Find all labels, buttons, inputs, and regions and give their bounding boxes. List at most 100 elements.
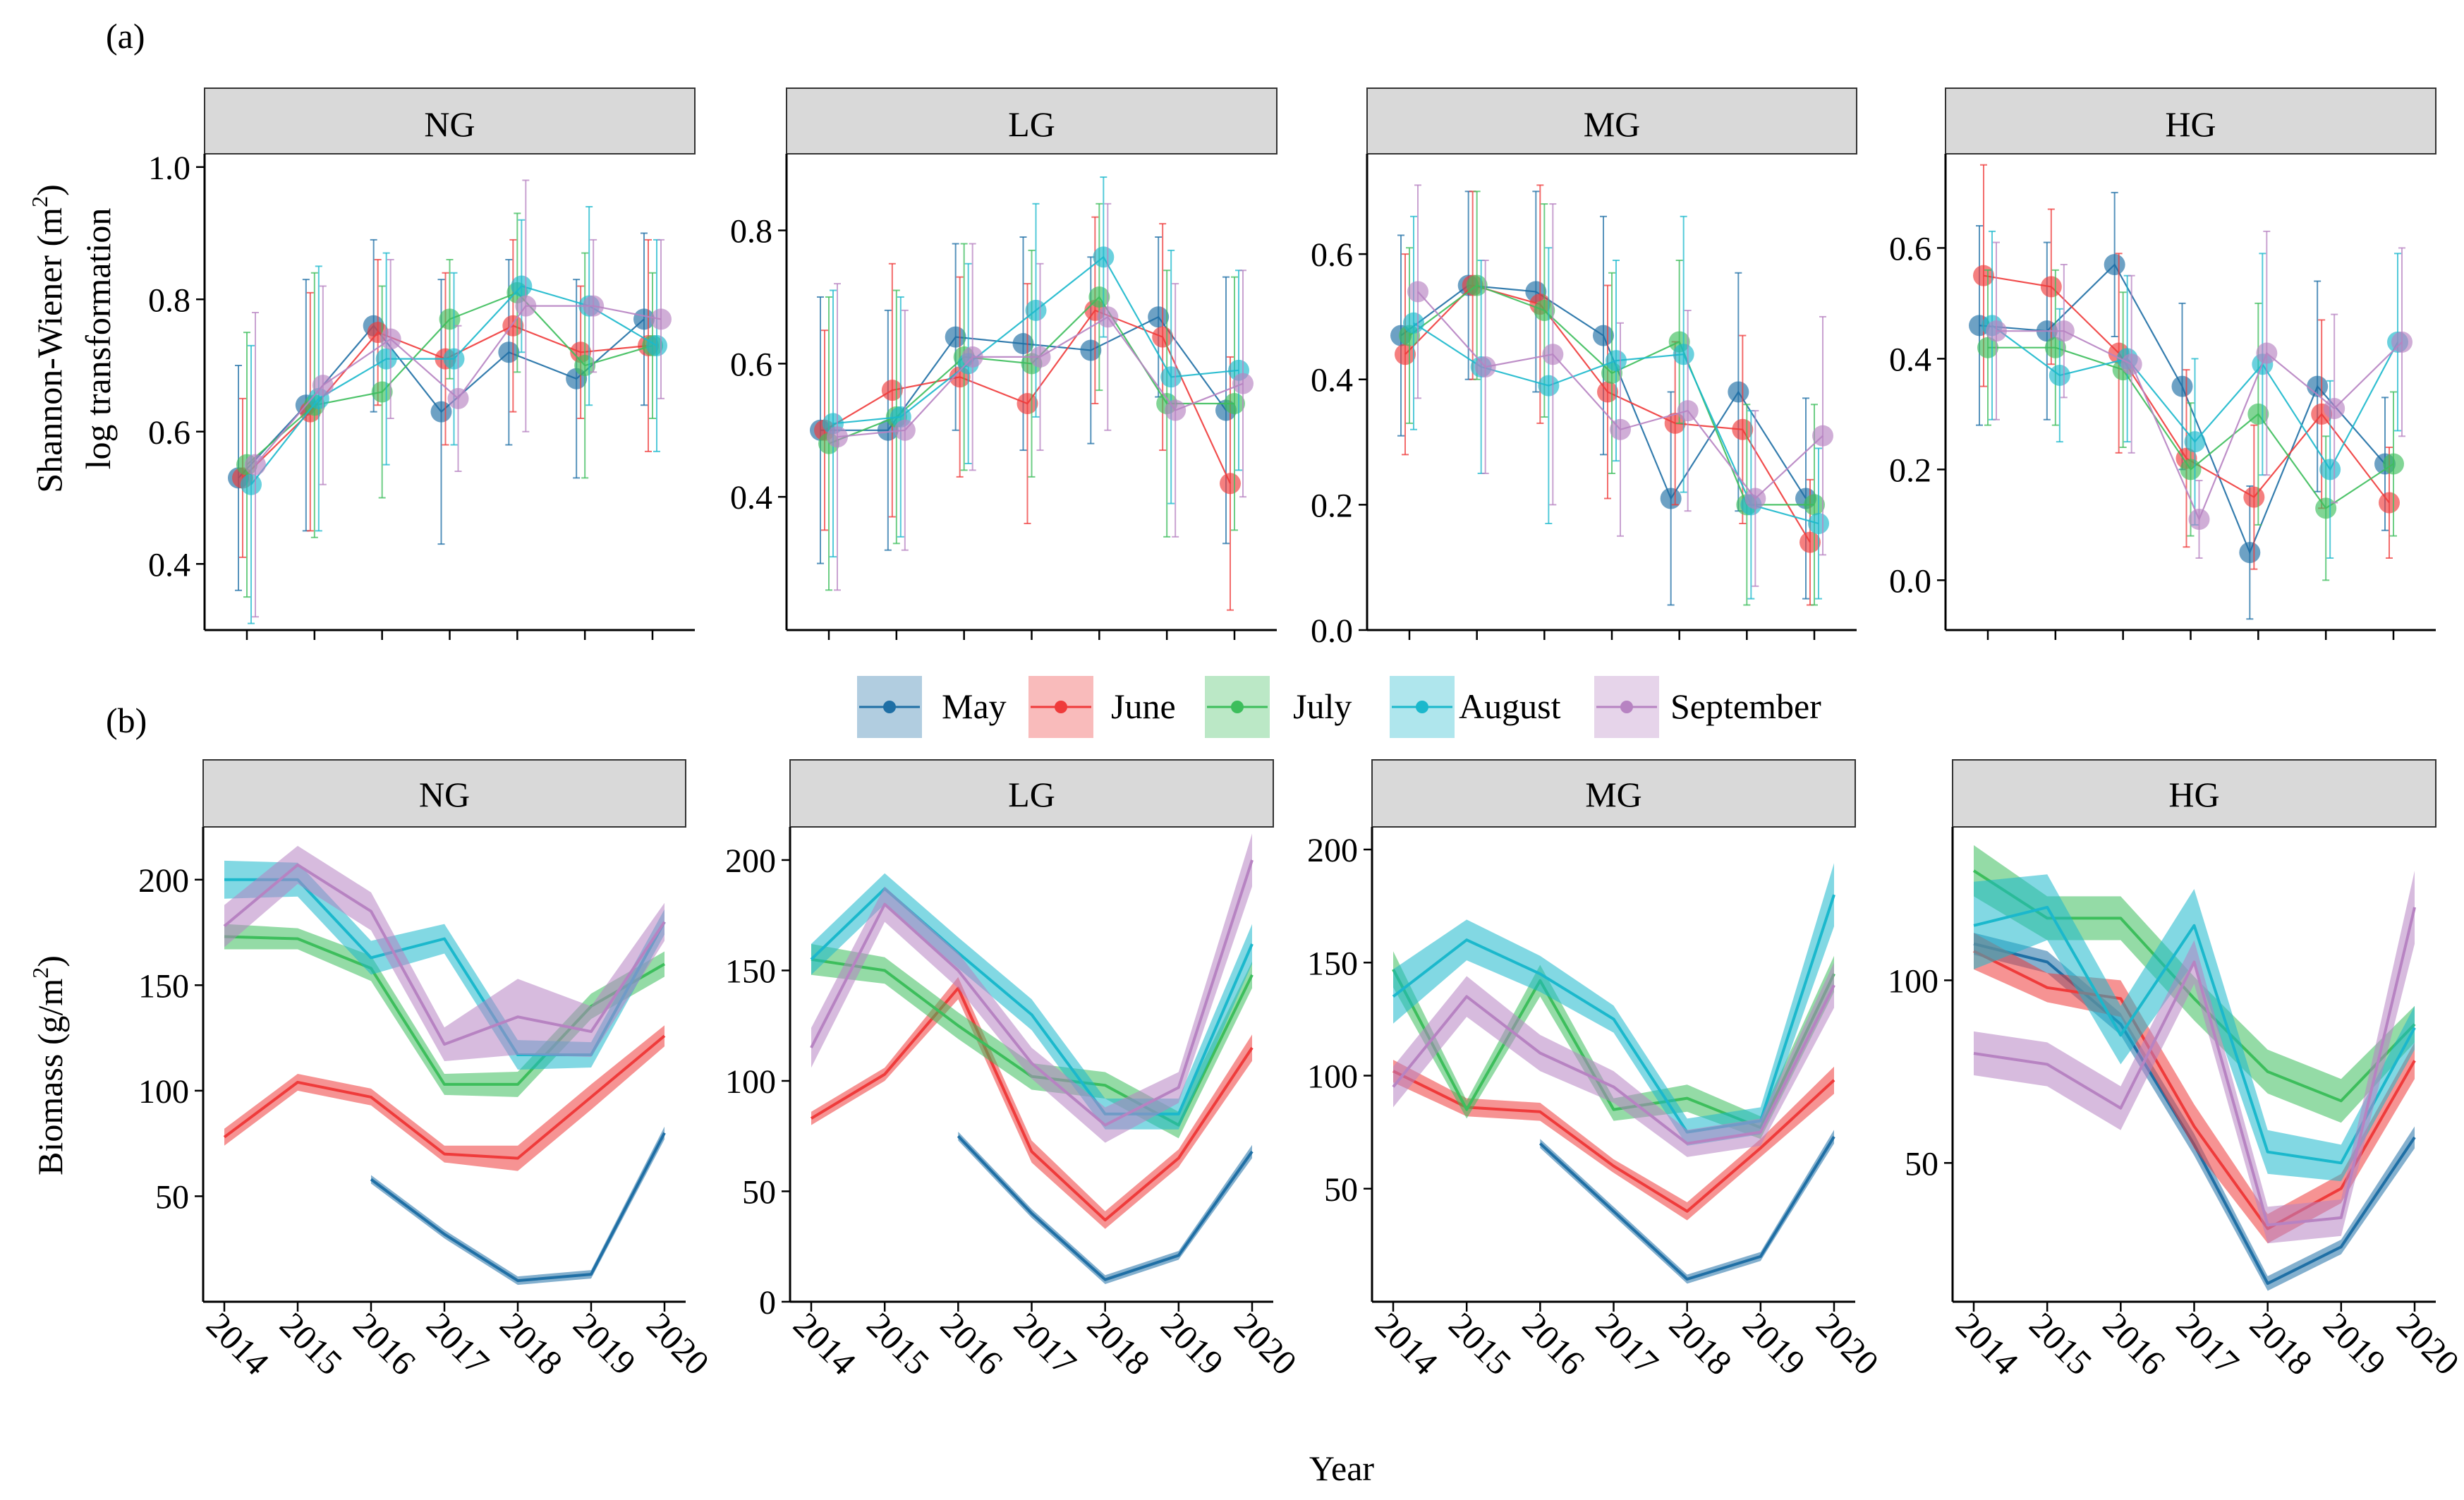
data-point [2391,331,2413,353]
legend-marker [1620,701,1633,713]
data-point [1973,265,1994,286]
data-point [1029,346,1051,368]
confidence-band-september [1974,871,2415,1244]
data-point [1977,337,1998,358]
panel-b-label: (b) [106,701,147,740]
data-point [2180,459,2202,480]
y-tick-label: 0.4 [730,479,772,516]
x-tick-label: 2015 [272,1305,350,1382]
confidence-band-september [1393,962,1834,1157]
data-point [1474,356,1496,377]
series-line-june [1973,950,2416,1230]
x-tick-label: 2019 [1153,1305,1231,1382]
data-point [245,454,266,476]
confidence-band-august [1974,874,2415,1182]
data-point [1097,306,1119,328]
y-tick-label: 0.2 [1311,487,1353,524]
confidence-band-august [811,873,1252,1130]
series-line-june [223,1034,666,1160]
x-tick-label: 2018 [2243,1305,2320,1382]
diversity-facet-lg: LG 0.4 0.6 0.8 [730,87,1277,640]
data-point [574,355,596,376]
y-tick-label: 0 [759,1284,776,1321]
data-point [633,308,655,330]
y-tick-label: 0.6 [1889,230,1931,267]
y-tick-label: 100 [138,1073,189,1111]
data-point [380,328,401,350]
series-line-may [370,1132,666,1283]
x-tick-label: 2018 [1080,1305,1158,1382]
series-line-may [957,1135,1254,1281]
x-tick-label: 2018 [1662,1305,1740,1382]
series-may [1969,191,2396,620]
y-axis-title-biomass: Biomass (g/m2) [28,955,70,1175]
legend-label: July [1293,687,1352,726]
plot-area [1390,184,1833,606]
series-may [1539,1130,1835,1284]
y-axis-title-end: ) [30,184,69,196]
data-point [2184,431,2206,453]
biomass-facet-lg: LG 0 50 100 150 200 20142015201620172018201920… [725,759,1305,1382]
data-point [1403,312,1424,334]
data-point [945,326,966,348]
x-tick-label: 2015 [2022,1305,2099,1382]
data-point [439,308,461,330]
data-point [1542,344,1564,365]
series-july [1399,190,1825,606]
data-point [2044,337,2066,358]
legend-label: May [942,687,1007,726]
data-point [2239,542,2261,564]
series-may [370,1126,666,1286]
biomass-facet-mg: MG 50 100 150 200 201420152016201720182019202… [1307,759,1887,1382]
data-point [2120,353,2142,375]
x-tick-label: 2020 [1227,1305,1304,1382]
data-point [1728,381,1749,403]
facet-title-ng: NG [424,104,475,144]
data-point [1986,320,2007,342]
data-point [2319,459,2341,480]
y-tick-label: 100 [725,1063,776,1101]
legend: May June July August September [857,676,1821,738]
series-may [228,232,655,591]
data-point [583,295,605,317]
data-point [2049,364,2070,386]
x-tick-label: 2016 [2096,1305,2173,1382]
series-september [223,845,666,1061]
data-point [1016,393,1038,415]
data-point [1224,393,1245,415]
y-tick-label: 0.4 [1889,341,1931,378]
data-point [1673,344,1694,365]
y-axis-title-line2: log transformation [78,208,118,470]
y-tick-label: 50 [1905,1145,1938,1183]
x-tick-label: 2015 [1441,1305,1519,1382]
x-tick-label: 2015 [859,1305,937,1382]
y-tick-label: 200 [725,842,776,880]
x-tick-label: 2016 [346,1305,423,1382]
facet-strip [204,87,696,155]
data-point [1800,531,1821,553]
plot-area [810,833,1254,1284]
data-point [827,426,848,448]
plot-area [1969,164,2413,620]
plot-area [1972,845,2416,1291]
data-point [1538,375,1560,397]
biomass-panel: NG50100150200201420152016201720182019202… [28,759,2464,1382]
y-tick-label: 50 [1324,1171,1358,1209]
data-point [1732,418,1754,440]
data-point [1804,494,1825,516]
data-point [1395,344,1416,365]
legend-item-june: June [1028,676,1176,738]
y-tick-label: 0.8 [730,213,772,250]
x-axis-label: Year [1309,1448,1374,1488]
data-point [2315,497,2337,519]
data-point [646,334,667,356]
data-point [2307,375,2329,397]
data-point [1152,326,1174,348]
y-tick-label: 200 [1307,832,1358,869]
series-june [223,1025,666,1171]
data-point [1232,373,1254,394]
series-june [1395,184,1821,606]
series-september [810,833,1254,1143]
legend-marker [883,701,896,713]
